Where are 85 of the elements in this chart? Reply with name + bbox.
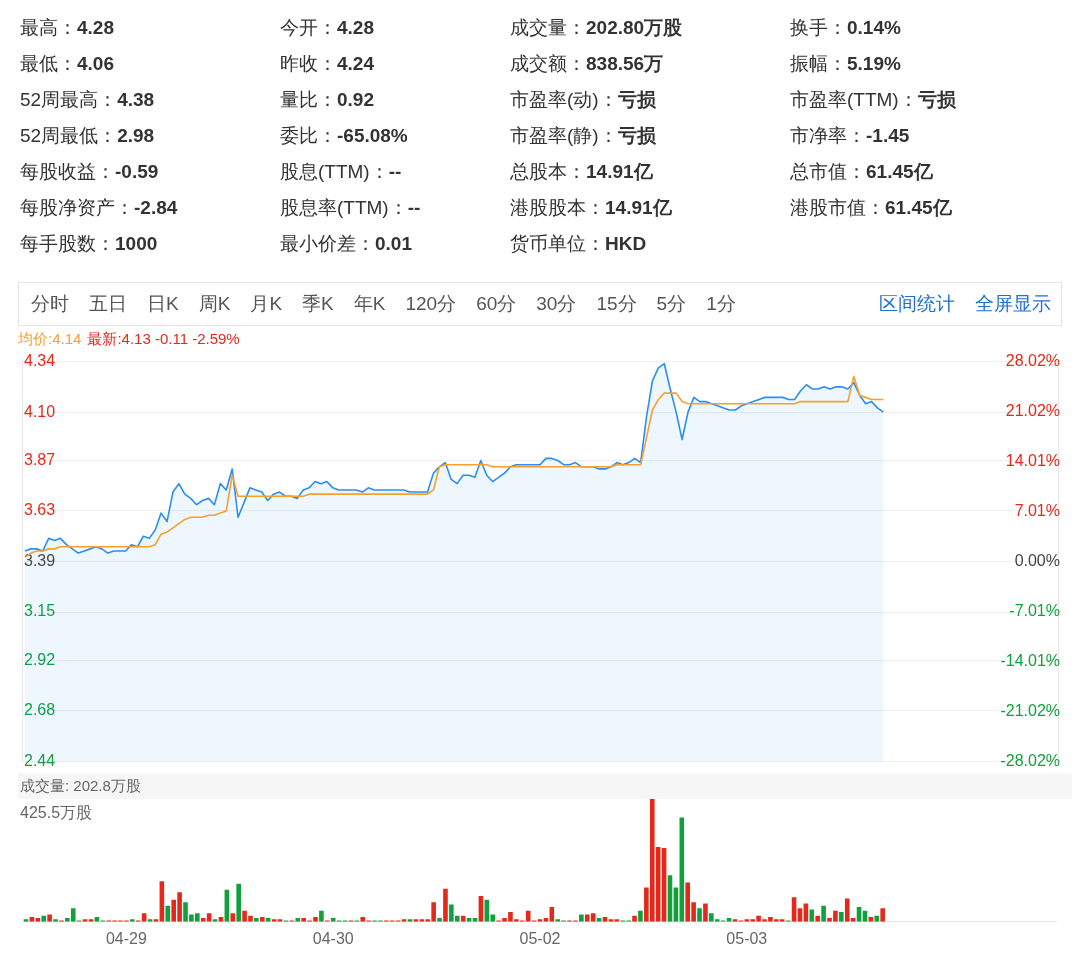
text: 振幅：5.19% (790, 52, 902, 76)
y2-tick-label: 28.02% (1005, 352, 1060, 370)
category-label: 季K (302, 292, 334, 316)
y2-tick-label: 0.00% (1014, 551, 1060, 569)
text: 最高：4.28 (20, 16, 115, 40)
y-tick-label: 2.44 (24, 751, 56, 769)
category-label: 分时 (31, 292, 69, 316)
y-tick-label: 3.87 (24, 450, 56, 468)
x-tick-label: 05-02 (519, 929, 561, 947)
y2-tick-label: 7.01% (1014, 501, 1060, 519)
text: 货币单位：HKD (510, 232, 648, 256)
text: 市盈率(静)：亏损 (510, 124, 657, 148)
y-tick-label: 4.34 (24, 352, 56, 370)
y-tick-label: 2.92 (24, 650, 56, 668)
category-label: 年K (353, 292, 386, 316)
y2-tick-label: -14.01% (1000, 651, 1060, 669)
text: 最新:4.13 -0.11 -2.59% (87, 330, 240, 349)
x-tick-label: 05-03 (726, 929, 768, 947)
bar (47, 914, 52, 922)
category-label: 周K (198, 292, 231, 316)
text: 市净率：-1.45 (790, 124, 911, 148)
text: 均价:4.14 (18, 330, 82, 349)
category-label: 60分 (476, 292, 517, 316)
text: 成交额：838.56万 (510, 52, 665, 76)
category-label: 15分 (596, 292, 637, 316)
text: 昨收：4.24 (280, 52, 375, 76)
bar (809, 909, 815, 922)
text: 股息率(TTM)：-- (280, 196, 422, 220)
y-tick-label: 3.39 (24, 551, 56, 569)
text: 股息(TTM)：-- (280, 160, 403, 184)
bar (236, 883, 241, 922)
text: 总股本：14.91亿 (510, 160, 654, 184)
category-label: 五日 (89, 292, 127, 316)
y2-tick-label: -21.02% (1000, 701, 1060, 719)
text: 52周最低：2.98 (20, 124, 156, 148)
chart-title: 成交量: 202.8万股 (18, 773, 1072, 799)
x-tick-label: 04-30 (312, 929, 354, 947)
y-tick-label: 2.68 (24, 701, 56, 719)
y-tick-label: 3.63 (24, 501, 56, 519)
annotation: 425.5万股 (20, 803, 93, 823)
category-label: 120分 (405, 292, 457, 316)
text: 港股股本：14.91亿 (510, 196, 673, 220)
bar (638, 910, 643, 922)
text: 市盈率(TTM)：亏损 (790, 88, 957, 112)
bar (880, 908, 885, 922)
bar (53, 919, 58, 922)
bar (555, 919, 561, 922)
y2-tick-label: -7.01% (1009, 601, 1060, 619)
text: 全屏显示 (975, 292, 1051, 316)
bar (230, 913, 236, 922)
bar (821, 905, 826, 922)
x-tick-label: 04-29 (105, 929, 147, 947)
text: 52周最高：4.38 (20, 88, 156, 112)
y2-tick-label: 21.02% (1005, 401, 1060, 419)
text: 每股收益：-0.59 (20, 160, 160, 184)
bar (703, 903, 708, 922)
bar (319, 910, 324, 922)
bar (165, 905, 171, 922)
text: 每手股数：1000 (20, 232, 159, 256)
text: 总市值：61.45亿 (790, 160, 934, 184)
bar (130, 919, 135, 922)
category-label: 30分 (536, 292, 577, 316)
bar (697, 908, 702, 922)
text: 今开：4.28 (280, 16, 375, 40)
text: 换手：0.14% (790, 16, 902, 40)
text: 区间统计 (879, 292, 955, 316)
text: 量比：0.92 (280, 88, 375, 112)
text: 成交量：202.80万股 (510, 16, 684, 40)
y-tick-label: 3.15 (24, 602, 56, 620)
category-label: 日K (147, 292, 179, 316)
bar (443, 888, 448, 922)
y2-tick-label: 14.01% (1005, 451, 1060, 469)
text: 最小价差：0.01 (280, 232, 413, 256)
category-label: 月K (250, 292, 283, 316)
y2-tick-label: -28.02% (1000, 751, 1060, 769)
text: 港股市值：61.45亿 (790, 196, 953, 220)
text: 委比：-65.08% (280, 124, 409, 148)
category-label: 1分 (706, 292, 736, 316)
y-tick-label: 4.10 (24, 402, 56, 420)
bar (839, 911, 844, 922)
text: 市盈率(动)：亏损 (510, 88, 657, 112)
bar (579, 914, 584, 922)
category-label: 5分 (656, 292, 687, 316)
text: 最低：4.06 (20, 52, 115, 76)
text: 每股净资产：-2.84 (20, 196, 179, 220)
